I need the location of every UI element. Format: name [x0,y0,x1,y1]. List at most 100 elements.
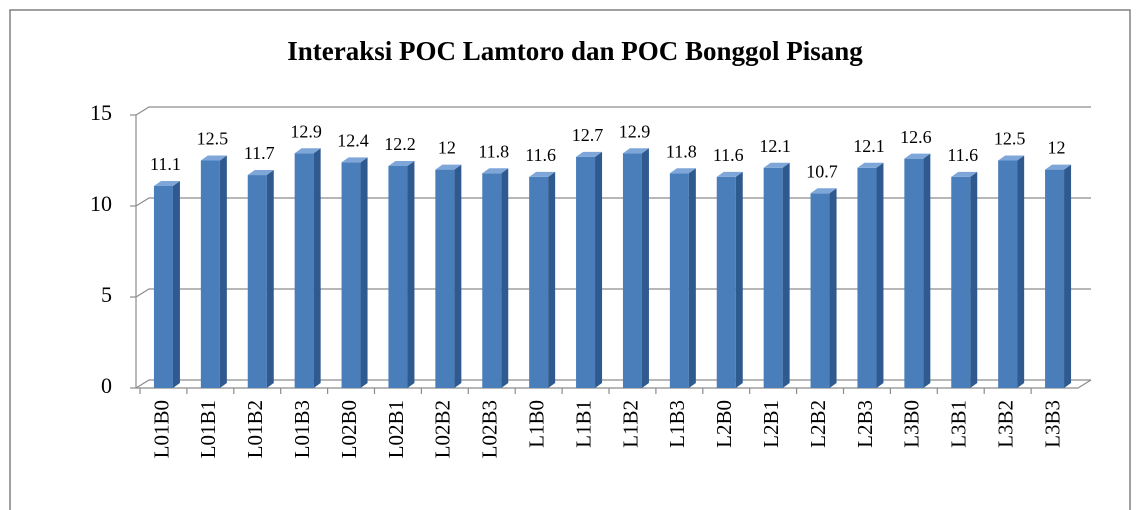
y-tick-label: 5 [101,282,112,307]
bar-front [247,175,267,388]
bar [951,171,978,388]
bar-top [529,171,556,177]
bar [857,162,884,388]
chart-title: Interaksi POC Lamtoro dan POC Bonggol Pi… [287,36,863,66]
bar-top [716,171,743,177]
bar-top [998,155,1025,161]
x-tick-label: L02B2 [431,400,455,458]
bar-front [810,193,830,388]
data-label: 11.7 [244,143,275,163]
bar-side [688,168,696,388]
bar-top [200,155,227,161]
x-tick-label: L1B0 [524,400,548,448]
bar-side [548,171,556,388]
y-tick-label: 0 [101,373,112,398]
data-label: 12.1 [853,136,885,156]
bar-side [1064,164,1072,388]
data-label: 11.6 [525,145,556,165]
bar [998,155,1025,388]
bar-side [1017,155,1025,388]
bar-front [153,185,173,388]
bar-side [501,168,509,388]
x-tick-label: L3B3 [1040,400,1064,448]
data-label: 11.8 [666,141,697,161]
bar-side [735,171,743,388]
bar-front [576,156,596,388]
bar-front [622,153,642,388]
bar [716,171,743,388]
bar-top [951,171,978,177]
bar [810,188,837,388]
data-label: 10.7 [806,161,838,181]
bar-top [482,168,509,174]
data-label: 11.8 [478,141,509,161]
data-label: 12.5 [994,129,1026,149]
bar-side [923,153,931,388]
bar [200,155,227,388]
x-tick-label: L01B0 [149,400,173,458]
bar-side [782,162,790,388]
data-label: 11.1 [150,154,181,174]
bar-side [876,162,884,388]
bar-side [219,155,227,388]
data-label: 12.5 [197,129,229,149]
grid-line [135,106,1091,116]
bar-front [669,173,689,388]
data-label: 12.7 [572,125,604,145]
x-tick-label: L2B3 [853,400,877,448]
y-tick-label: 15 [90,100,112,125]
bar-front [951,176,971,388]
x-tick-label: L01B1 [196,400,220,458]
bar-side [407,160,415,388]
bar-top [1045,164,1072,170]
bar [1045,164,1072,388]
x-tick-label: L2B1 [759,400,783,448]
data-label: 12.4 [337,130,369,150]
bar [435,164,462,388]
bar-top [904,153,931,159]
chart-frame [9,9,1131,510]
bar [622,148,649,388]
bar-front [857,167,877,388]
data-label: 12.2 [384,134,416,154]
bar [904,153,931,388]
x-tick-label: L3B2 [993,400,1017,448]
x-tick-label: L01B3 [290,400,314,458]
bar [294,148,321,388]
x-tick-label: L01B2 [243,400,267,458]
x-tick-label: L02B0 [337,400,361,458]
bar [576,151,603,388]
x-tick-label: L1B1 [571,400,595,448]
bar-top [153,180,180,186]
bar-front [716,176,736,388]
bar [669,168,696,388]
bar-side [970,171,978,388]
bar-front [529,176,549,388]
bar-front [904,158,924,388]
bar-front [341,162,361,388]
bar [341,157,368,388]
bar-front [200,160,220,388]
x-tick-label: L1B2 [618,400,642,448]
data-label: 12 [1048,138,1066,158]
bar-top [763,162,790,168]
bar [388,160,415,388]
bar-top [247,170,274,176]
bar-front [1045,169,1065,388]
x-tick-label: L1B3 [665,400,689,448]
bar-top [294,148,321,154]
bar-top [576,151,603,157]
x-tick-label: L2B2 [806,400,830,448]
bar-side [829,188,837,388]
bar-top [622,148,649,154]
x-tick-label: L2B0 [712,400,736,448]
bar-side [266,170,274,388]
bar [153,180,180,388]
y-tick-label: 10 [90,191,112,216]
bar-side [454,164,462,388]
data-label: 12.6 [900,127,932,147]
data-label: 12.9 [619,121,651,141]
bar [763,162,790,388]
bar-front [435,169,455,388]
x-tick-label: L02B3 [478,400,502,458]
